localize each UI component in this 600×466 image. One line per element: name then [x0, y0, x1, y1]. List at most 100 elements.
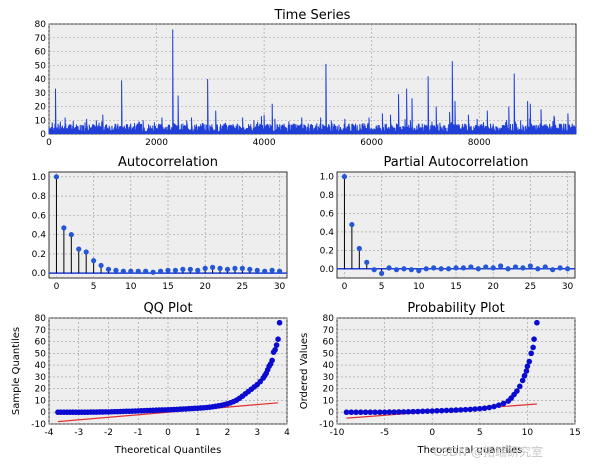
stem-marker: [490, 265, 496, 271]
y-tick-label: 0.0: [320, 265, 335, 275]
x-tick-label: -5: [380, 428, 389, 438]
y-tick-label: 30: [323, 373, 335, 383]
y-tick-label: 50: [323, 349, 335, 359]
data-point: [400, 409, 407, 415]
stem-marker: [187, 266, 193, 272]
x-tick-label: 25: [237, 282, 248, 292]
prob-title: Probability Plot: [407, 301, 504, 316]
y-tick-label: 40: [35, 75, 47, 85]
stem-marker: [98, 262, 104, 269]
stem-marker: [364, 259, 370, 265]
y-tick-label: 0.6: [320, 209, 335, 219]
x-tick-label: 15: [450, 282, 461, 292]
y-tick-label: 80: [35, 314, 47, 324]
prob-xlabel: Theoretical quantiles: [416, 445, 522, 456]
x-tick-label: 15: [162, 282, 173, 292]
data-point: [514, 388, 520, 394]
stem-marker: [180, 266, 186, 272]
data-point: [367, 409, 374, 416]
y-tick-label: 0: [40, 130, 46, 140]
data-point: [269, 357, 275, 364]
stem-marker: [105, 266, 112, 272]
stem-marker: [128, 268, 134, 274]
y-tick-label: -10: [319, 420, 334, 430]
stem-marker: [349, 221, 355, 228]
panel-qq-plot: QQ Plot -4 -3 -2 -1 0 1 2 3 4-100102030405060708…: [11, 301, 290, 456]
data-point: [486, 404, 493, 411]
y-tick-label: 70: [323, 326, 335, 336]
acf-title: Autocorrelation: [118, 155, 218, 170]
ts-series-line: [48, 29, 577, 135]
stem-marker: [143, 268, 149, 274]
x-tick-label: 30: [274, 282, 286, 292]
x-tick-label: 5: [477, 428, 483, 438]
stem-marker: [165, 267, 171, 273]
stem-marker: [269, 267, 275, 273]
y-tick-label: 0.0: [32, 269, 47, 279]
data-point: [491, 403, 497, 410]
x-tick-label: -2: [104, 428, 113, 438]
y-tick-label: 0: [328, 408, 334, 418]
ts-tick-labels: 0 2000 4000 6000 8000 0 10 20 30 40 50 60 70 80: [35, 20, 491, 148]
stem-marker: [423, 266, 429, 272]
data-point: [396, 409, 402, 415]
x-tick-label: -10: [330, 428, 345, 438]
y-tick-label: 50: [35, 349, 47, 359]
qq-title: QQ Plot: [143, 301, 192, 316]
x-tick-label: 5: [379, 282, 385, 292]
stem-marker: [498, 263, 504, 269]
data-point: [348, 409, 355, 416]
data-point: [523, 368, 530, 374]
stem-marker: [210, 264, 216, 270]
x-tick-label: 4: [284, 428, 290, 438]
data-point: [381, 409, 388, 416]
data-point: [353, 409, 359, 416]
stem-marker: [120, 268, 126, 274]
stem-marker: [386, 265, 392, 271]
data-point: [457, 407, 464, 413]
stem-marker: [475, 266, 481, 272]
data-point: [534, 319, 540, 326]
stem-marker: [150, 269, 156, 275]
data-point: [391, 409, 397, 415]
data-point: [524, 363, 531, 370]
stem-marker: [157, 268, 164, 274]
y-tick-label: 30: [35, 373, 47, 383]
qq-gridlines: [48, 317, 288, 425]
data-point: [531, 336, 537, 343]
y-tick-label: 20: [35, 103, 47, 113]
data-point: [528, 350, 535, 357]
stem-marker: [393, 267, 400, 273]
acf-tick-labels: 0 5 10 15 20 25 30 0.0 0.2 0.4 0.6 0.8 1.0: [32, 173, 286, 292]
data-point: [453, 407, 459, 413]
data-point: [386, 409, 393, 415]
y-tick-label: 0.2: [320, 246, 334, 256]
stem-marker: [512, 264, 519, 270]
y-tick-label: 10: [35, 396, 47, 406]
prob-gridlines: [336, 317, 576, 425]
stem-marker: [564, 266, 571, 272]
data-point: [467, 406, 474, 413]
stem-marker: [542, 264, 548, 270]
y-tick-label: 40: [35, 361, 47, 371]
stem-marker: [483, 264, 489, 270]
data-point: [358, 409, 364, 416]
y-tick-label: 80: [323, 314, 335, 324]
x-tick-label: 25: [525, 282, 536, 292]
stem-marker: [416, 268, 422, 274]
qq-ylabel: Sample Quantiles: [11, 327, 22, 415]
watermark: CSDN @拓端研究室: [433, 444, 543, 459]
x-tick-label: 10: [522, 428, 534, 438]
ts-title: Time Series: [274, 8, 351, 23]
stem-marker: [445, 266, 452, 272]
data-point: [530, 344, 536, 351]
x-tick-label: 5: [91, 282, 97, 292]
x-tick-label: 2: [225, 428, 231, 438]
stem-marker: [341, 174, 348, 180]
x-tick-label: 15: [569, 428, 580, 438]
y-tick-label: 0.8: [320, 191, 335, 201]
stem-marker: [202, 265, 208, 271]
stem-marker: [460, 265, 467, 271]
y-tick-label: 20: [35, 385, 47, 395]
